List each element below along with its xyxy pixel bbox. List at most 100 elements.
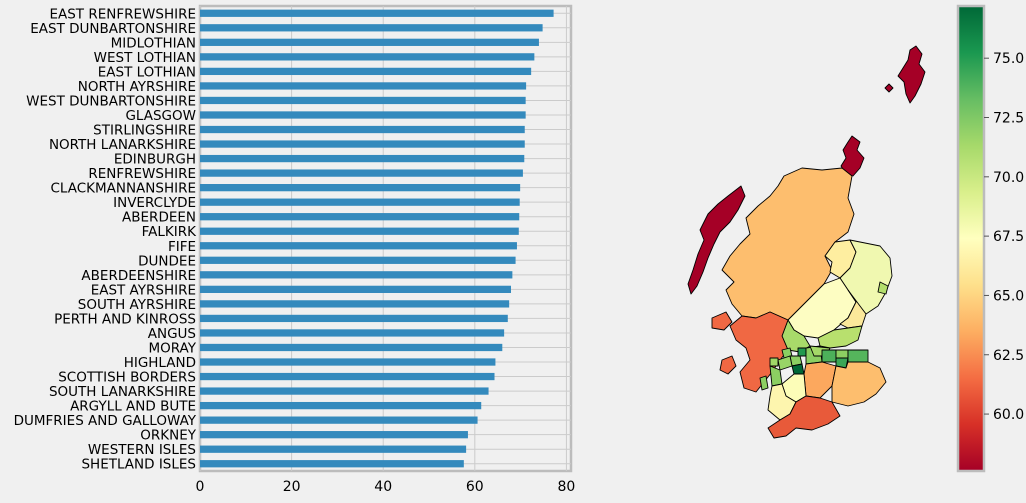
colorbar-tick-label: 67.5 [993, 229, 1024, 245]
region-inverclyde [769, 357, 779, 367]
bar [200, 82, 527, 90]
y-tick-label: FIFE [168, 239, 196, 255]
bar [200, 53, 535, 61]
y-tick-label: HIGHLAND [124, 355, 196, 371]
y-tick-label: MORAY [148, 340, 196, 356]
bar [200, 198, 520, 206]
y-tick-label: WEST LOTHIAN [94, 50, 196, 66]
bar [200, 242, 517, 250]
y-tick-label: DUMFRIES AND GALLOWAY [14, 413, 197, 429]
bar [200, 285, 511, 293]
bar [200, 24, 543, 32]
x-tick-labels: 0 20 40 60 80 [196, 479, 576, 495]
region-argyll-island-islay [719, 355, 737, 375]
y-tick-label: MIDLOTHIAN [111, 35, 196, 51]
y-tick-label: EAST AYRSHIRE [91, 282, 196, 298]
y-tick-label: EAST LOTHIAN [98, 64, 196, 80]
bar [200, 213, 520, 221]
bar [200, 169, 523, 177]
region-east-lothian [847, 349, 869, 363]
region-east-renfrewshire [791, 363, 805, 375]
bar [200, 431, 468, 439]
bar [200, 256, 516, 264]
colorbar: 60.0 62.5 65.0 67.5 70.0 72.5 75.0 [956, 4, 1024, 473]
bar [200, 300, 510, 308]
bar [200, 38, 539, 46]
bar [200, 184, 521, 192]
y-tick-label: EDINBURGH [114, 152, 196, 168]
bar [200, 401, 482, 410]
y-tick-label: RENFREWSHIRE [88, 166, 196, 182]
colorbar-tick-label: 72.5 [993, 111, 1024, 127]
bar [200, 227, 519, 235]
y-tick-label: ANGUS [148, 326, 196, 342]
bar [200, 358, 496, 366]
region-borders [831, 361, 887, 407]
x-tick-label: 80 [558, 479, 576, 495]
colorbar-gradient [956, 4, 986, 473]
region-western-isles [687, 185, 746, 295]
y-tick-label: STIRLINGSHIRE [93, 123, 196, 139]
y-tick-label: SOUTH LANARKSHIRE [49, 384, 196, 400]
x-tick-label: 20 [283, 479, 301, 495]
bar [200, 125, 525, 134]
bar [200, 314, 508, 323]
bar-series [200, 9, 554, 468]
bar-plot-area [198, 4, 573, 473]
region-angus [839, 289, 867, 329]
region-shetland-islet [884, 83, 894, 93]
bar [200, 67, 532, 76]
y-tick-label: NORTH AYRSHIRE [78, 79, 196, 95]
y-tick-label: GLASGOW [125, 108, 196, 124]
region-shetland [897, 45, 926, 104]
x-tick-label: 0 [196, 479, 205, 495]
colorbar-tick-label: 60.0 [993, 407, 1024, 423]
bar [200, 96, 526, 105]
bar [200, 416, 478, 424]
region-east-dunbartonshire [797, 347, 807, 357]
x-tick-label: 40 [374, 479, 392, 495]
region-arran [759, 375, 769, 391]
bar [200, 329, 505, 337]
bar [200, 460, 464, 468]
y-tick-label: INVERCLYDE [113, 195, 196, 211]
y-tick-label: SHETLAND ISLES [81, 457, 196, 473]
bar [200, 343, 503, 352]
y-tick-label: NORTH LANARKSHIRE [49, 137, 196, 153]
bar [200, 111, 526, 119]
region-argyll-island-mull [711, 311, 733, 331]
bar [200, 387, 489, 395]
y-tick-label: WESTERN ISLES [88, 442, 196, 458]
y-tick-label: ORKNEY [140, 428, 196, 444]
y-tick-label: FALKIRK [142, 224, 197, 240]
y-tick-label: DUNDEE [138, 253, 196, 269]
bar [200, 271, 513, 279]
y-tick-label: EAST DUNBARTONSHIRE [30, 21, 196, 37]
bar [200, 372, 495, 381]
region-aberdeen [877, 281, 889, 295]
region-south-lanarkshire [803, 361, 837, 399]
y-tick-label: EAST RENFREWSHIRE [49, 6, 196, 22]
colorbar-tick-label: 65.0 [993, 288, 1024, 304]
region-renfrewshire [777, 355, 793, 371]
x-tick-label: 60 [466, 479, 484, 495]
y-tick-label: PERTH AND KINROSS [54, 311, 196, 327]
region-dumfries [767, 395, 841, 439]
bar [200, 9, 554, 17]
y-tick-label: SOUTH AYRSHIRE [78, 297, 196, 313]
bar [200, 154, 525, 163]
region-west-lothian [821, 349, 837, 363]
scotland-map [687, 45, 926, 439]
region-fife [817, 325, 863, 349]
colorbar-tick-label: 62.5 [993, 348, 1024, 364]
y-tick-label: ABERDEEN [122, 210, 196, 226]
y-tick-label: SCOTTISH BORDERS [58, 370, 196, 386]
colorbar-tick-label: 70.0 [993, 170, 1024, 186]
y-tick-label: ARGYLL AND BUTE [70, 399, 196, 415]
y-tick-label: ABERDEENSHIRE [81, 268, 196, 284]
y-tick-label: CLACKMANNANSHIRE [50, 181, 196, 197]
colorbar-tick-label: 75.0 [993, 51, 1024, 67]
bar [200, 140, 525, 148]
